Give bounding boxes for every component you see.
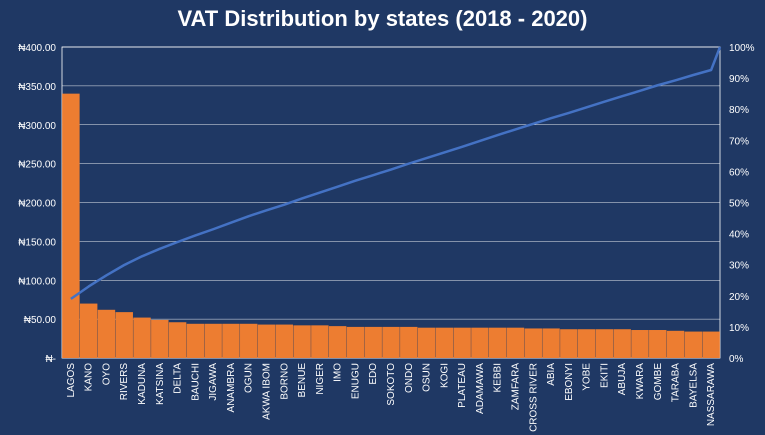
x-tick-label: NASSARAWA xyxy=(706,363,717,426)
x-tick-label: BORNO xyxy=(279,363,290,400)
y-left-tick-label: ₦50.00 xyxy=(24,315,57,326)
x-tick-label: YOBE xyxy=(582,363,593,391)
chart-title: VAT Distribution by states (2018 - 2020) xyxy=(177,6,588,31)
x-tick-label: BENUE xyxy=(297,363,308,398)
y-left-tick-label: ₦300.00 xyxy=(18,121,56,132)
x-tick-label: IMO xyxy=(333,363,344,382)
x-tick-label: OYO xyxy=(101,363,112,385)
x-tick-label: JIGAWA xyxy=(208,363,219,401)
y-right-tick-label: 10% xyxy=(729,323,749,334)
bar xyxy=(79,303,98,358)
x-tick-label: KOGI xyxy=(439,363,450,388)
y-right-tick-label: 60% xyxy=(729,167,749,178)
bar xyxy=(649,330,667,358)
y-right-tick-label: 50% xyxy=(729,199,749,210)
x-tick-label: AKWA IBOM xyxy=(262,363,273,420)
bar xyxy=(275,324,294,358)
bar xyxy=(435,327,454,358)
y-right-tick-label: 100% xyxy=(729,43,755,54)
bar xyxy=(133,317,151,358)
x-tick-label: KATSINA xyxy=(155,363,166,405)
x-tick-label: RIVERS xyxy=(119,363,130,401)
bar xyxy=(417,327,436,358)
bar xyxy=(542,328,560,358)
bar xyxy=(62,93,80,359)
bar xyxy=(222,323,240,358)
y-right-tick-label: 20% xyxy=(729,292,749,303)
y-left-tick-label: ₦250.00 xyxy=(18,160,56,171)
x-tick-label: SOKOTO xyxy=(386,363,397,406)
y-left-tick-label: ₦400.00 xyxy=(18,43,56,54)
y-right-tick-label: 30% xyxy=(729,261,749,272)
x-tick-label: ABIA xyxy=(546,363,557,386)
bar xyxy=(168,322,187,358)
bar xyxy=(684,331,703,358)
bar xyxy=(186,323,205,358)
x-tick-label: DELTA xyxy=(173,363,184,394)
bar xyxy=(702,331,720,358)
x-tick-label: LAGOS xyxy=(66,363,77,398)
x-tick-label: PLATEAU xyxy=(457,363,468,408)
bar xyxy=(524,328,542,358)
bar xyxy=(453,327,471,358)
x-tick-label: KANO xyxy=(84,363,95,392)
x-tick-label: KWARA xyxy=(635,363,646,400)
bar xyxy=(577,329,596,358)
x-tick-label: EKITI xyxy=(599,363,610,388)
x-tick-label: KADUNA xyxy=(137,363,148,405)
x-tick-label: KEBBI xyxy=(493,363,504,392)
bar xyxy=(400,326,418,358)
y-right-tick-label: 80% xyxy=(729,105,749,116)
bar xyxy=(613,329,631,358)
x-tick-label: ANAMBRA xyxy=(226,363,237,413)
bar xyxy=(293,325,311,358)
x-tick-label: NIGER xyxy=(315,363,326,395)
x-tick-label: OGUN xyxy=(244,363,255,393)
bar xyxy=(471,327,489,358)
bar xyxy=(364,326,382,358)
y-right-tick-label: 40% xyxy=(729,230,749,241)
bar xyxy=(97,309,116,358)
x-tick-label: ZAMFARA xyxy=(510,363,521,411)
bar xyxy=(346,326,365,358)
x-tick-label: ENUGU xyxy=(350,363,361,399)
y-right-tick-label: 0% xyxy=(729,354,744,365)
x-tick-label: CROSS RIVER xyxy=(528,363,539,432)
y-left-tick-label: ₦100.00 xyxy=(18,276,56,287)
bar xyxy=(204,323,222,358)
bar xyxy=(328,326,347,358)
bar xyxy=(666,330,685,358)
y-right-tick-label: 70% xyxy=(729,136,749,147)
x-tick-label: BAYELSA xyxy=(688,363,699,408)
bar xyxy=(115,312,133,358)
bar xyxy=(595,329,614,358)
x-tick-label: ABUJA xyxy=(617,363,628,396)
bar xyxy=(240,323,258,358)
bar xyxy=(257,324,276,358)
x-tick-label: ADAMAWA xyxy=(475,363,486,414)
x-tick-label: GOMBE xyxy=(653,363,664,401)
bar xyxy=(506,327,525,358)
bar xyxy=(311,325,329,358)
y-left-tick-label: ₦150.00 xyxy=(18,237,56,248)
bar xyxy=(631,330,649,358)
bar xyxy=(560,329,578,358)
y-left-tick-label: ₦- xyxy=(45,354,56,365)
y-left-tick-label: ₦350.00 xyxy=(18,82,56,93)
y-left-tick-label: ₦200.00 xyxy=(18,199,56,210)
bar xyxy=(488,327,507,358)
x-tick-label: BAUCHI xyxy=(190,363,201,401)
cumulative-line xyxy=(70,46,722,300)
x-tick-label: TARABA xyxy=(671,363,682,403)
x-tick-label: EBONYI xyxy=(564,363,575,401)
x-tick-label: OSUN xyxy=(422,363,433,392)
y-right-tick-label: 90% xyxy=(729,74,749,85)
x-tick-label: ONDO xyxy=(404,363,415,393)
x-tick-label: EDO xyxy=(368,363,379,385)
bar xyxy=(382,326,400,358)
bar xyxy=(151,319,169,358)
